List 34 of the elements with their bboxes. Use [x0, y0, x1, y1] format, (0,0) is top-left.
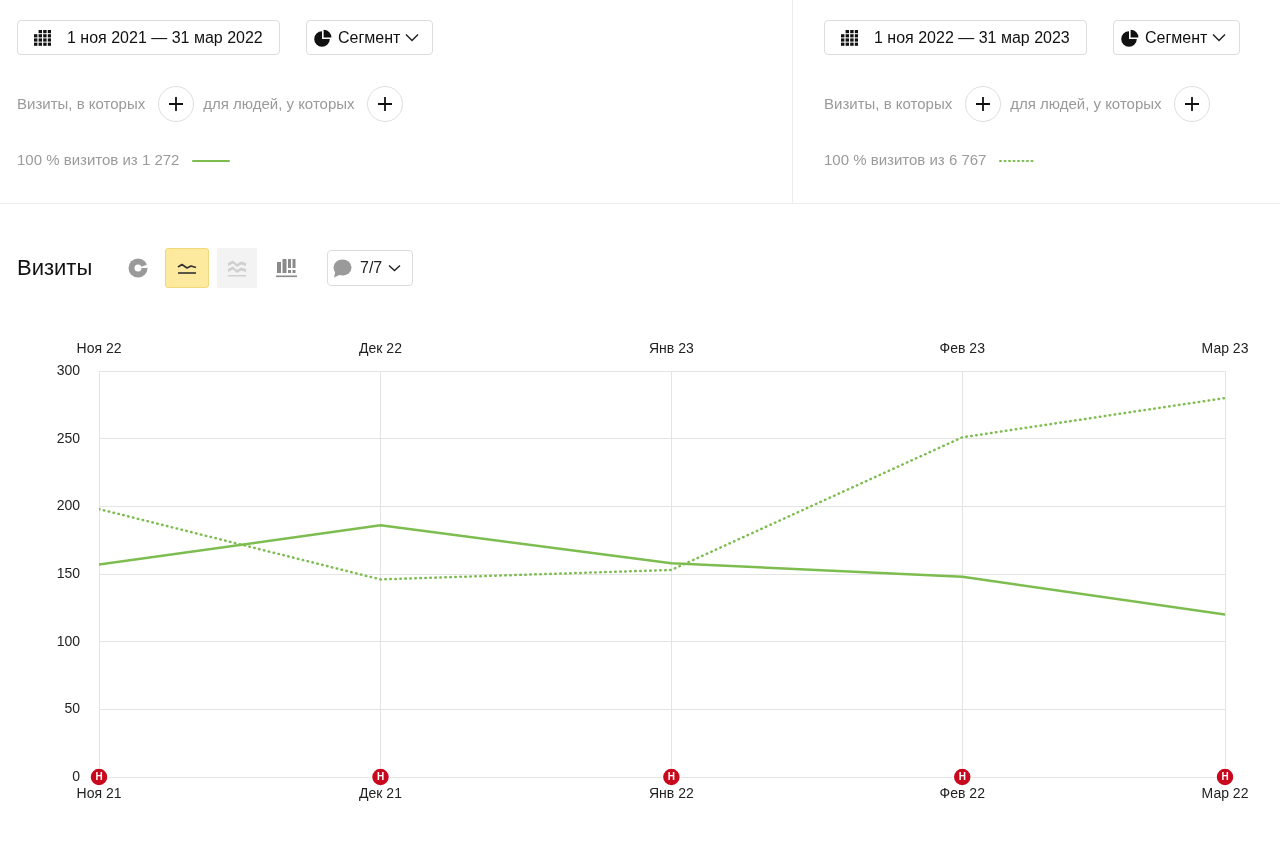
date-range-button: 1 ноя 2021 — 31 мар 2022 — [17, 20, 280, 55]
segment-button: Сегмент — [1113, 20, 1240, 55]
x2-tick-label: Янв 23 — [649, 340, 694, 357]
date-range-button: 1 ноя 2022 — 31 мар 2023 — [824, 20, 1087, 55]
y-tick-label: 300 — [56, 361, 81, 378]
x-tick-label: Дек 21 — [359, 785, 403, 802]
x2-tick-label: Фев 23 — [939, 340, 986, 357]
y-tick-label: 150 — [56, 564, 81, 581]
x-tick-label: Янв 22 — [649, 785, 694, 802]
legend-label: 100 % визитов из 1 272 — [17, 151, 180, 169]
x-tick-label: Ноя 21 — [76, 785, 122, 802]
annotation: Н — [376, 771, 385, 783]
x-tick-label: Мар 22 — [1201, 785, 1249, 802]
y-tick-label: 100 — [56, 632, 81, 649]
x-tick-label: Фев 22 — [939, 785, 986, 802]
annotation: Н — [667, 771, 675, 783]
y-tick-label: 250 — [56, 429, 81, 446]
text: для людей, у которых — [203, 95, 355, 113]
legend-label: 100 % визитов из 6 767 — [824, 151, 987, 169]
text: Визиты, в которых — [17, 95, 146, 113]
x2-tick-label: Дек 22 — [359, 340, 403, 357]
x2-tick-label: Ноя 22 — [76, 340, 122, 357]
x2-tick-label: Мар 23 — [1201, 340, 1249, 357]
chart-title: Визиты — [17, 255, 93, 281]
segment-button: Сегмент — [306, 20, 433, 55]
comments-button: 7/7 — [327, 250, 413, 286]
annotation: Н — [958, 771, 966, 783]
y-tick-label: 50 — [64, 700, 81, 717]
y-tick-label: 0 — [72, 767, 81, 784]
annotation: Н — [95, 771, 103, 783]
text: для людей, у которых — [1010, 95, 1162, 113]
text: Визиты, в которых — [824, 95, 953, 113]
annotation: Н — [1221, 771, 1229, 783]
y-tick-label: 200 — [56, 497, 81, 514]
